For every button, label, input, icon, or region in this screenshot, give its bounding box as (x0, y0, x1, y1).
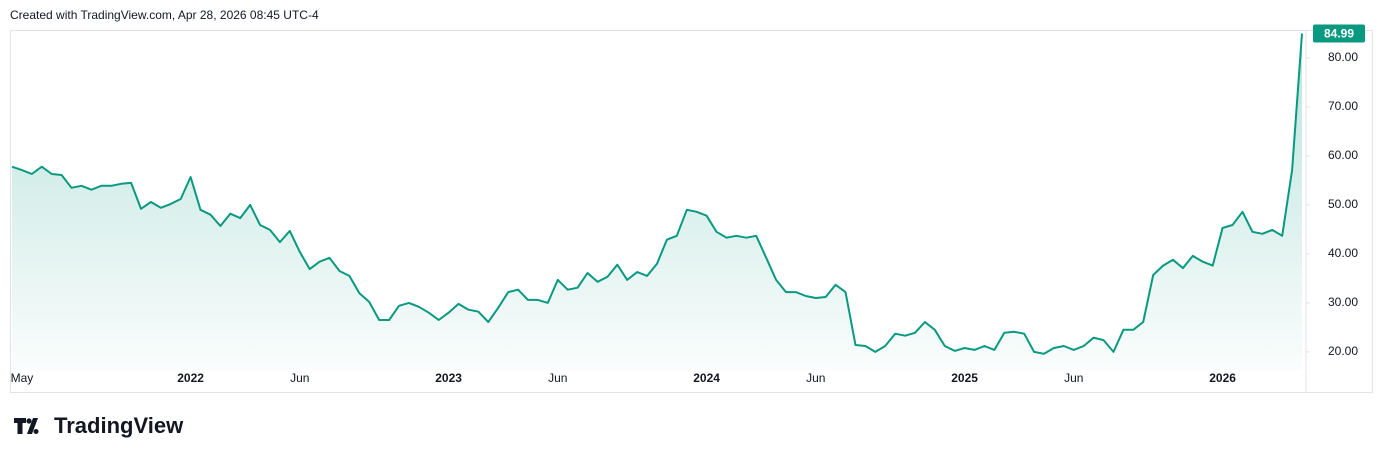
y-tick-label: 60.00 (1328, 148, 1358, 162)
x-tick-label: Jun (290, 371, 309, 385)
price-line (11, 33, 1303, 355)
y-tick-label: 80.00 (1328, 50, 1358, 64)
x-tick-label: 2025 (951, 371, 978, 385)
last-price-badge (1313, 24, 1365, 43)
y-tick-label: 20.00 (1328, 344, 1358, 358)
x-tick-label: Jun (806, 371, 825, 385)
chart-frame (10, 30, 1373, 393)
chart-title: Created with TradingView.com, Apr 28, 20… (10, 8, 319, 22)
x-tick-label: Jun (1064, 371, 1083, 385)
x-tick-label: May (11, 371, 34, 385)
x-tick-label: Jun (548, 371, 567, 385)
y-tick-label: 40.00 (1328, 246, 1358, 260)
x-tick-label: 2022 (177, 371, 204, 385)
logo (14, 418, 39, 434)
x-tick-label: 2023 (435, 371, 462, 385)
area-fill (12, 33, 1302, 370)
y-tick-label: 70.00 (1328, 99, 1358, 113)
brand: TradingView (54, 413, 184, 438)
last-price-label: 84.99 (1324, 27, 1354, 41)
x-tick-label: 2024 (693, 371, 720, 385)
x-tick-label: 2026 (1209, 371, 1236, 385)
y-tick-label: 50.00 (1328, 197, 1358, 211)
y-tick-label: 30.00 (1328, 295, 1358, 309)
